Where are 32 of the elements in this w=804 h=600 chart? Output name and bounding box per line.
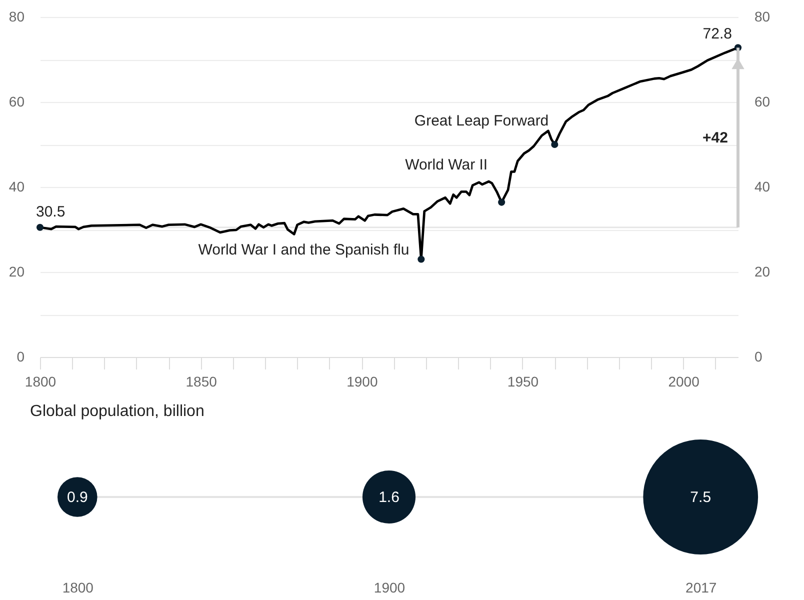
y-tick-label: 20	[8, 264, 25, 280]
point	[418, 256, 425, 263]
annotation: Great Leap Forward	[414, 112, 549, 130]
data-label: 1.6	[378, 489, 400, 506]
x-tick-label: 1800	[24, 374, 56, 390]
y2-tick-label: 40	[754, 178, 770, 194]
x-tick-label: 1950	[507, 374, 539, 390]
point	[551, 140, 558, 148]
data-label: 7.5	[690, 489, 712, 506]
annotation: 72.8	[702, 26, 732, 43]
category-label: 1800	[62, 580, 94, 596]
annotation: 30.5	[36, 203, 66, 220]
text: Global population, billion	[30, 403, 204, 420]
annotation: World War I and the Spanish flu	[198, 241, 410, 258]
annotation: +42	[702, 129, 728, 146]
x-tick-label: 2000	[668, 374, 700, 390]
y-tick-label: 0	[16, 348, 25, 364]
y2-tick-label: 60	[754, 94, 770, 110]
annotation: World War II	[405, 156, 488, 174]
y2-tick-label: 0	[754, 348, 762, 364]
y2-tick-label: 80	[754, 8, 770, 24]
category-label: 1900	[374, 580, 406, 596]
point	[36, 224, 44, 231]
y-tick-label: 60	[8, 94, 25, 110]
x-tick-label: 1900	[346, 374, 378, 390]
data-label: 0.9	[66, 489, 88, 506]
y-tick-label: 40	[8, 178, 25, 194]
y-tick-label: 80	[8, 8, 25, 24]
y2-tick-label: 20	[754, 264, 770, 280]
category-label: 2017	[686, 580, 717, 596]
x-tick-label: 1850	[186, 374, 218, 390]
point	[498, 198, 506, 206]
